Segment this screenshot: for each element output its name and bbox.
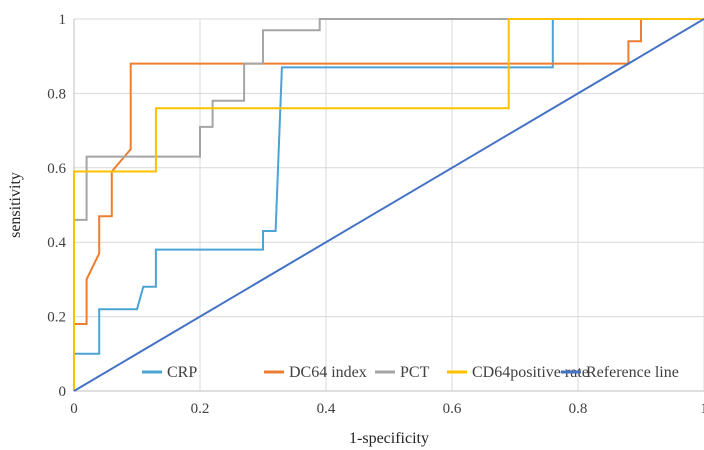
legend-label-reference-line: Reference line bbox=[586, 364, 679, 381]
gridlines bbox=[73, 18, 704, 392]
x-tick-label: 1 bbox=[700, 401, 704, 417]
x-tick-label: 0.6 bbox=[443, 401, 462, 417]
legend-label-crp: CRP bbox=[167, 364, 197, 381]
x-tick-label: 0 bbox=[70, 401, 78, 417]
y-tick-label: 0.8 bbox=[47, 86, 66, 102]
x-tick-label: 0.4 bbox=[317, 401, 336, 417]
y-axis-title: sensitivity bbox=[7, 172, 24, 238]
x-tick-label: 0.8 bbox=[569, 401, 588, 417]
y-tick-label: 0.2 bbox=[47, 310, 66, 326]
x-axis-title: 1-specificity bbox=[349, 430, 429, 447]
y-tick-label: 0.6 bbox=[47, 161, 66, 177]
legend-label-pct: PCT bbox=[400, 364, 430, 381]
y-tick-label: 0 bbox=[59, 384, 67, 400]
y-tick-labels: 0 0.2 0.4 0.6 0.8 1 bbox=[47, 12, 66, 400]
y-tick-label: 1 bbox=[59, 12, 67, 28]
legend: CRP DC64 index PCT CD64positive rateReferen… bbox=[142, 364, 679, 381]
series-line-pct bbox=[73, 18, 704, 391]
series-line-cd64positive-rate bbox=[73, 18, 704, 391]
series-layer bbox=[73, 18, 704, 392]
series-line-reference-line bbox=[73, 18, 704, 392]
legend-label-dc64-index: DC64 index bbox=[289, 364, 367, 381]
y-tick-label: 0.4 bbox=[47, 235, 66, 251]
series-line-crp bbox=[73, 18, 704, 391]
x-tick-labels: 0 0.2 0.4 0.6 0.8 1 bbox=[70, 401, 704, 417]
legend-label-cd64positive-rate: CD64positive rate bbox=[472, 364, 589, 381]
x-tick-label: 0.2 bbox=[191, 401, 210, 417]
